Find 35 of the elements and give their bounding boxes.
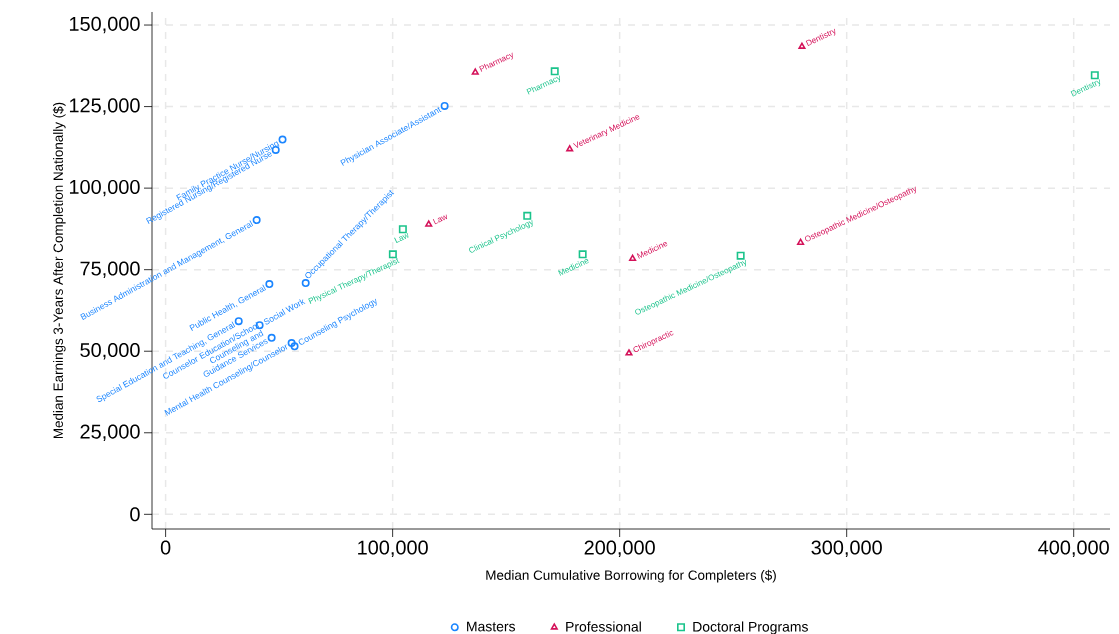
data-label: Law xyxy=(432,214,448,225)
legend-label: Professional xyxy=(566,621,641,632)
point xyxy=(290,342,299,351)
point xyxy=(798,42,806,49)
y-tick-label: 25,000 xyxy=(80,424,140,441)
point xyxy=(629,254,637,261)
point xyxy=(578,250,587,259)
y-tick-label: 125,000 xyxy=(69,98,140,115)
point xyxy=(287,339,296,348)
x-tick-label: 0 xyxy=(160,540,171,555)
point xyxy=(797,238,805,246)
point xyxy=(252,216,261,225)
point xyxy=(471,68,479,75)
y-tick-label: 0 xyxy=(130,507,140,522)
legend-label: Doctoral Programs xyxy=(693,621,808,634)
legend-label: Masters xyxy=(467,621,516,632)
point xyxy=(267,333,276,342)
point xyxy=(736,251,745,260)
x-axis-title: Median Cumulative Borrowing for Completers ($) xyxy=(486,569,776,583)
x-tick-label: 400,000 xyxy=(1038,540,1109,557)
point xyxy=(425,220,433,227)
data-label: Law xyxy=(394,233,409,243)
x-tick-label: 300,000 xyxy=(811,540,882,557)
point xyxy=(265,280,274,289)
y-tick-label: 100,000 xyxy=(69,179,140,197)
x-tick-label: 100,000 xyxy=(358,540,428,557)
y-tick-label: 150,000 xyxy=(69,16,140,34)
point xyxy=(440,101,449,110)
point xyxy=(278,135,287,144)
point xyxy=(523,211,532,220)
point xyxy=(625,349,633,356)
x-tick-label: 200,000 xyxy=(584,540,655,557)
point xyxy=(301,279,310,288)
y-tick-label: 50,000 xyxy=(80,343,140,360)
y-axis-title: Median Earnings 3-Years After Completion Nationally ($) xyxy=(52,102,66,439)
